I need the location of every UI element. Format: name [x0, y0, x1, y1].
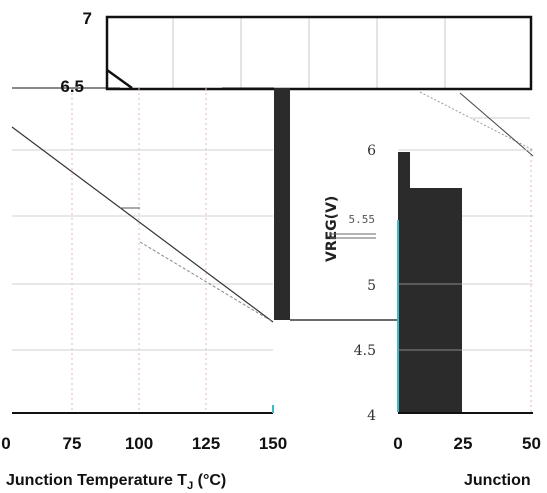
back-line-series-shadow: [139, 241, 274, 323]
x-tick-100: 100: [125, 434, 153, 453]
x-tick-75: 75: [63, 434, 82, 453]
front-dark-shape: [398, 152, 462, 413]
back-dark-bar: [274, 88, 290, 320]
back-x-axis-title-suffix: (°C): [193, 472, 226, 489]
front-plot: 6 5.55 5 4.5 4 VREG(V) 0 25 50 Junction: [272, 91, 541, 489]
back-line-series: [11, 126, 274, 323]
front-y-tick-5: 5: [367, 278, 376, 294]
front-x-tick-50: 50: [522, 434, 541, 453]
back-plot-grid: [172, 18, 446, 88]
front-y-axis-title: VREG(V): [324, 196, 340, 262]
front-y-tick-4-5: 4.5: [354, 343, 376, 359]
front-y-tick-6: 6: [367, 143, 376, 159]
front-x-tick-0: 0: [393, 434, 402, 453]
back-x-axis-title: Junction Temperature TJ (°C): [6, 472, 226, 492]
back-x-axis-title-prefix: Junction Temperature T: [6, 472, 187, 489]
back-x-axis-title-sub: J: [187, 480, 193, 492]
front-y-tick-5-55: 5.55: [349, 213, 376, 226]
y-tick-7: 7: [83, 9, 92, 28]
front-y-tick-4: 4: [367, 408, 376, 424]
back-plot: 7 6.5: [60, 9, 533, 96]
front-series-line: [459, 92, 534, 157]
front-x-axis-title: Junction: [464, 472, 531, 489]
x-tick-cut-0: 0: [1, 434, 10, 453]
back-lower: [11, 88, 398, 414]
back-x-axis-ticks: 0 75 100 125 150: [1, 434, 287, 453]
back-plot-top-edge-line: [106, 68, 133, 90]
y-tick-6-5: 6.5: [60, 77, 84, 96]
x-tick-125: 125: [192, 434, 220, 453]
back-plot-frame-top: [105, 15, 533, 91]
front-x-tick-25: 25: [454, 434, 473, 453]
x-tick-150: 150: [259, 434, 287, 453]
